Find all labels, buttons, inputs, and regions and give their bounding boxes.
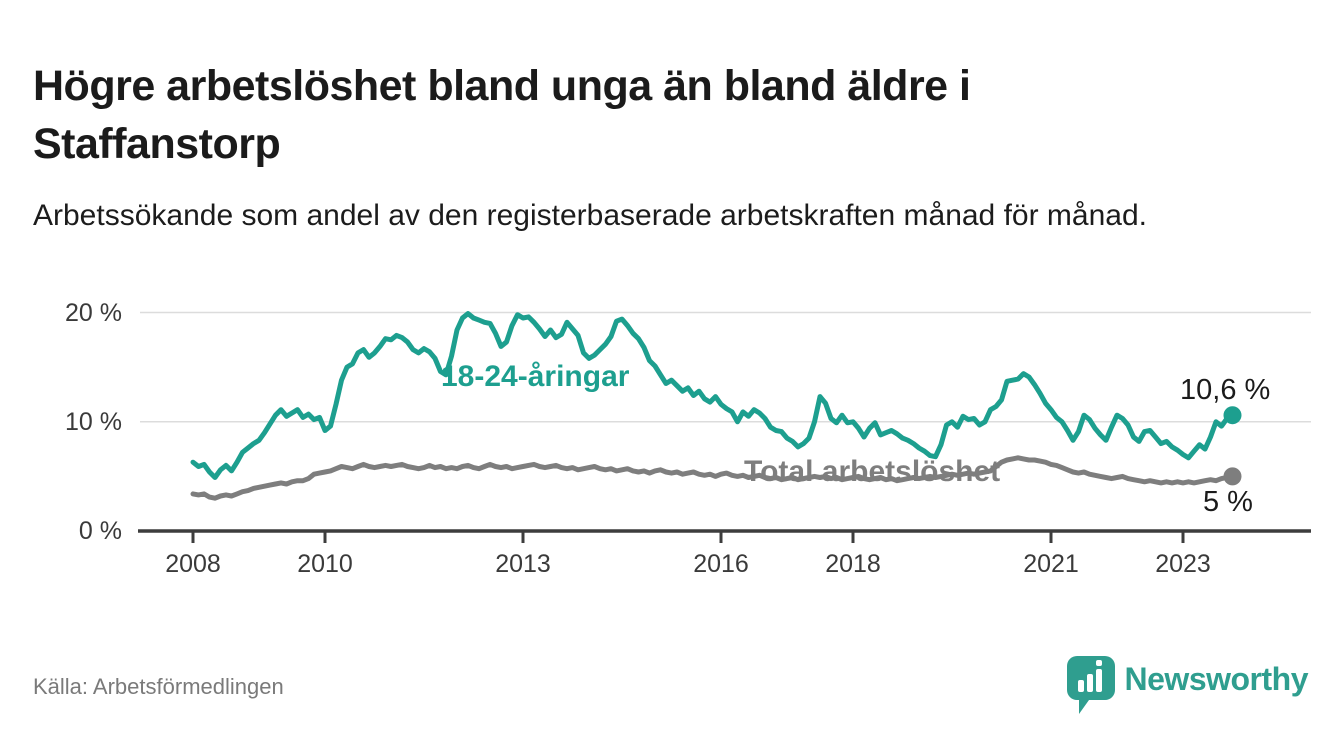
x-tick-label-2008: 2008 <box>165 550 221 578</box>
series-label-young: 18-24-åringar <box>441 360 630 393</box>
brand-logo: Newsworthy <box>1066 656 1309 716</box>
x-tick-label-2023: 2023 <box>1155 550 1211 578</box>
newsworthy-bubble-icon <box>1066 656 1115 714</box>
series-label-total: Total arbetslöshet <box>744 455 1001 488</box>
chart-subtitle: Arbetssökande som andel av den registerb… <box>33 199 1147 232</box>
chart-line-total <box>190 455 1235 501</box>
x-tick-label-2016: 2016 <box>693 550 749 578</box>
x-tick-label-2010: 2010 <box>297 550 353 578</box>
x-tick-label-2021: 2021 <box>1023 550 1079 578</box>
y-tick-label-10: 10 % <box>65 407 122 436</box>
x-tick-label-2018: 2018 <box>825 550 881 578</box>
y-tick-label-0: 0 % <box>78 517 122 545</box>
y-tick-label-20: 20 % <box>65 298 122 327</box>
brand-wordmark: Newsworthy <box>1124 661 1309 697</box>
end-dot-total <box>1223 467 1242 486</box>
source-note: Källa: Arbetsförmedlingen <box>33 674 284 699</box>
end-value-label-total: 5 % <box>1203 486 1253 518</box>
end-dot-young <box>1223 406 1242 425</box>
page-title: Högre arbetslöshet bland unga än bland ä… <box>33 61 971 168</box>
x-tick-label-2013: 2013 <box>495 550 551 578</box>
end-value-label-young: 10,6 % <box>1180 374 1271 406</box>
chart-line-young <box>190 311 1235 480</box>
